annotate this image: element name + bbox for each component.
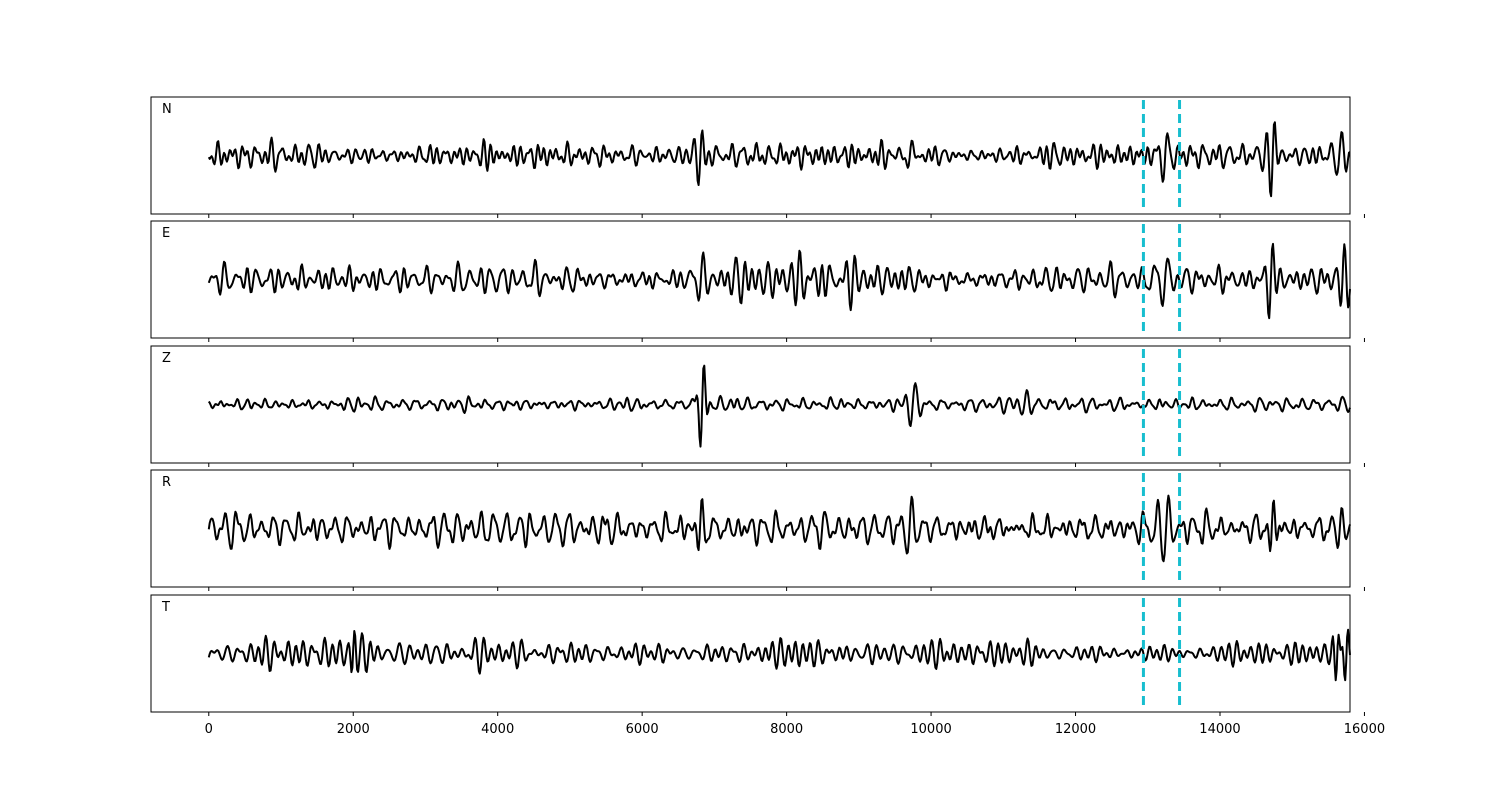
panel-label: N (162, 102, 172, 117)
panel-n: N (150, 96, 1365, 218)
waveform-trace (207, 121, 1351, 198)
panel-label: E (162, 226, 170, 241)
x-tick-label: 14000 (1199, 722, 1240, 737)
panel-label: T (161, 600, 170, 615)
trace-panels: N E Z R T (150, 96, 1365, 716)
panel-frame (150, 96, 1351, 215)
x-tick-label: 2000 (337, 722, 370, 737)
waveform-trace (207, 628, 1351, 682)
panel-r: R (150, 469, 1365, 591)
x-tick-label: 8000 (770, 722, 803, 737)
waveform-trace (207, 364, 1351, 448)
x-tick-label: 12000 (1055, 722, 1096, 737)
x-tick-label: 0 (205, 722, 213, 737)
panel-frame (150, 345, 1351, 464)
panel-label: R (162, 475, 171, 490)
waveform-trace (207, 242, 1351, 320)
panel-frame (150, 469, 1351, 588)
waveform-trace (207, 494, 1351, 563)
panel-e: E (150, 220, 1365, 342)
panel-frame (150, 220, 1351, 339)
panel-t: T (150, 594, 1365, 716)
panel-z: Z (150, 345, 1365, 467)
x-tick-label: 16000 (1344, 722, 1385, 737)
panel-label: Z (162, 351, 171, 366)
x-tick-label: 6000 (626, 722, 659, 737)
x-tick-label: 10000 (910, 722, 951, 737)
x-axis: 0 2000 4000 6000 8000 10000 12000 14000 16000 (205, 722, 1385, 737)
x-tick-label: 4000 (481, 722, 514, 737)
